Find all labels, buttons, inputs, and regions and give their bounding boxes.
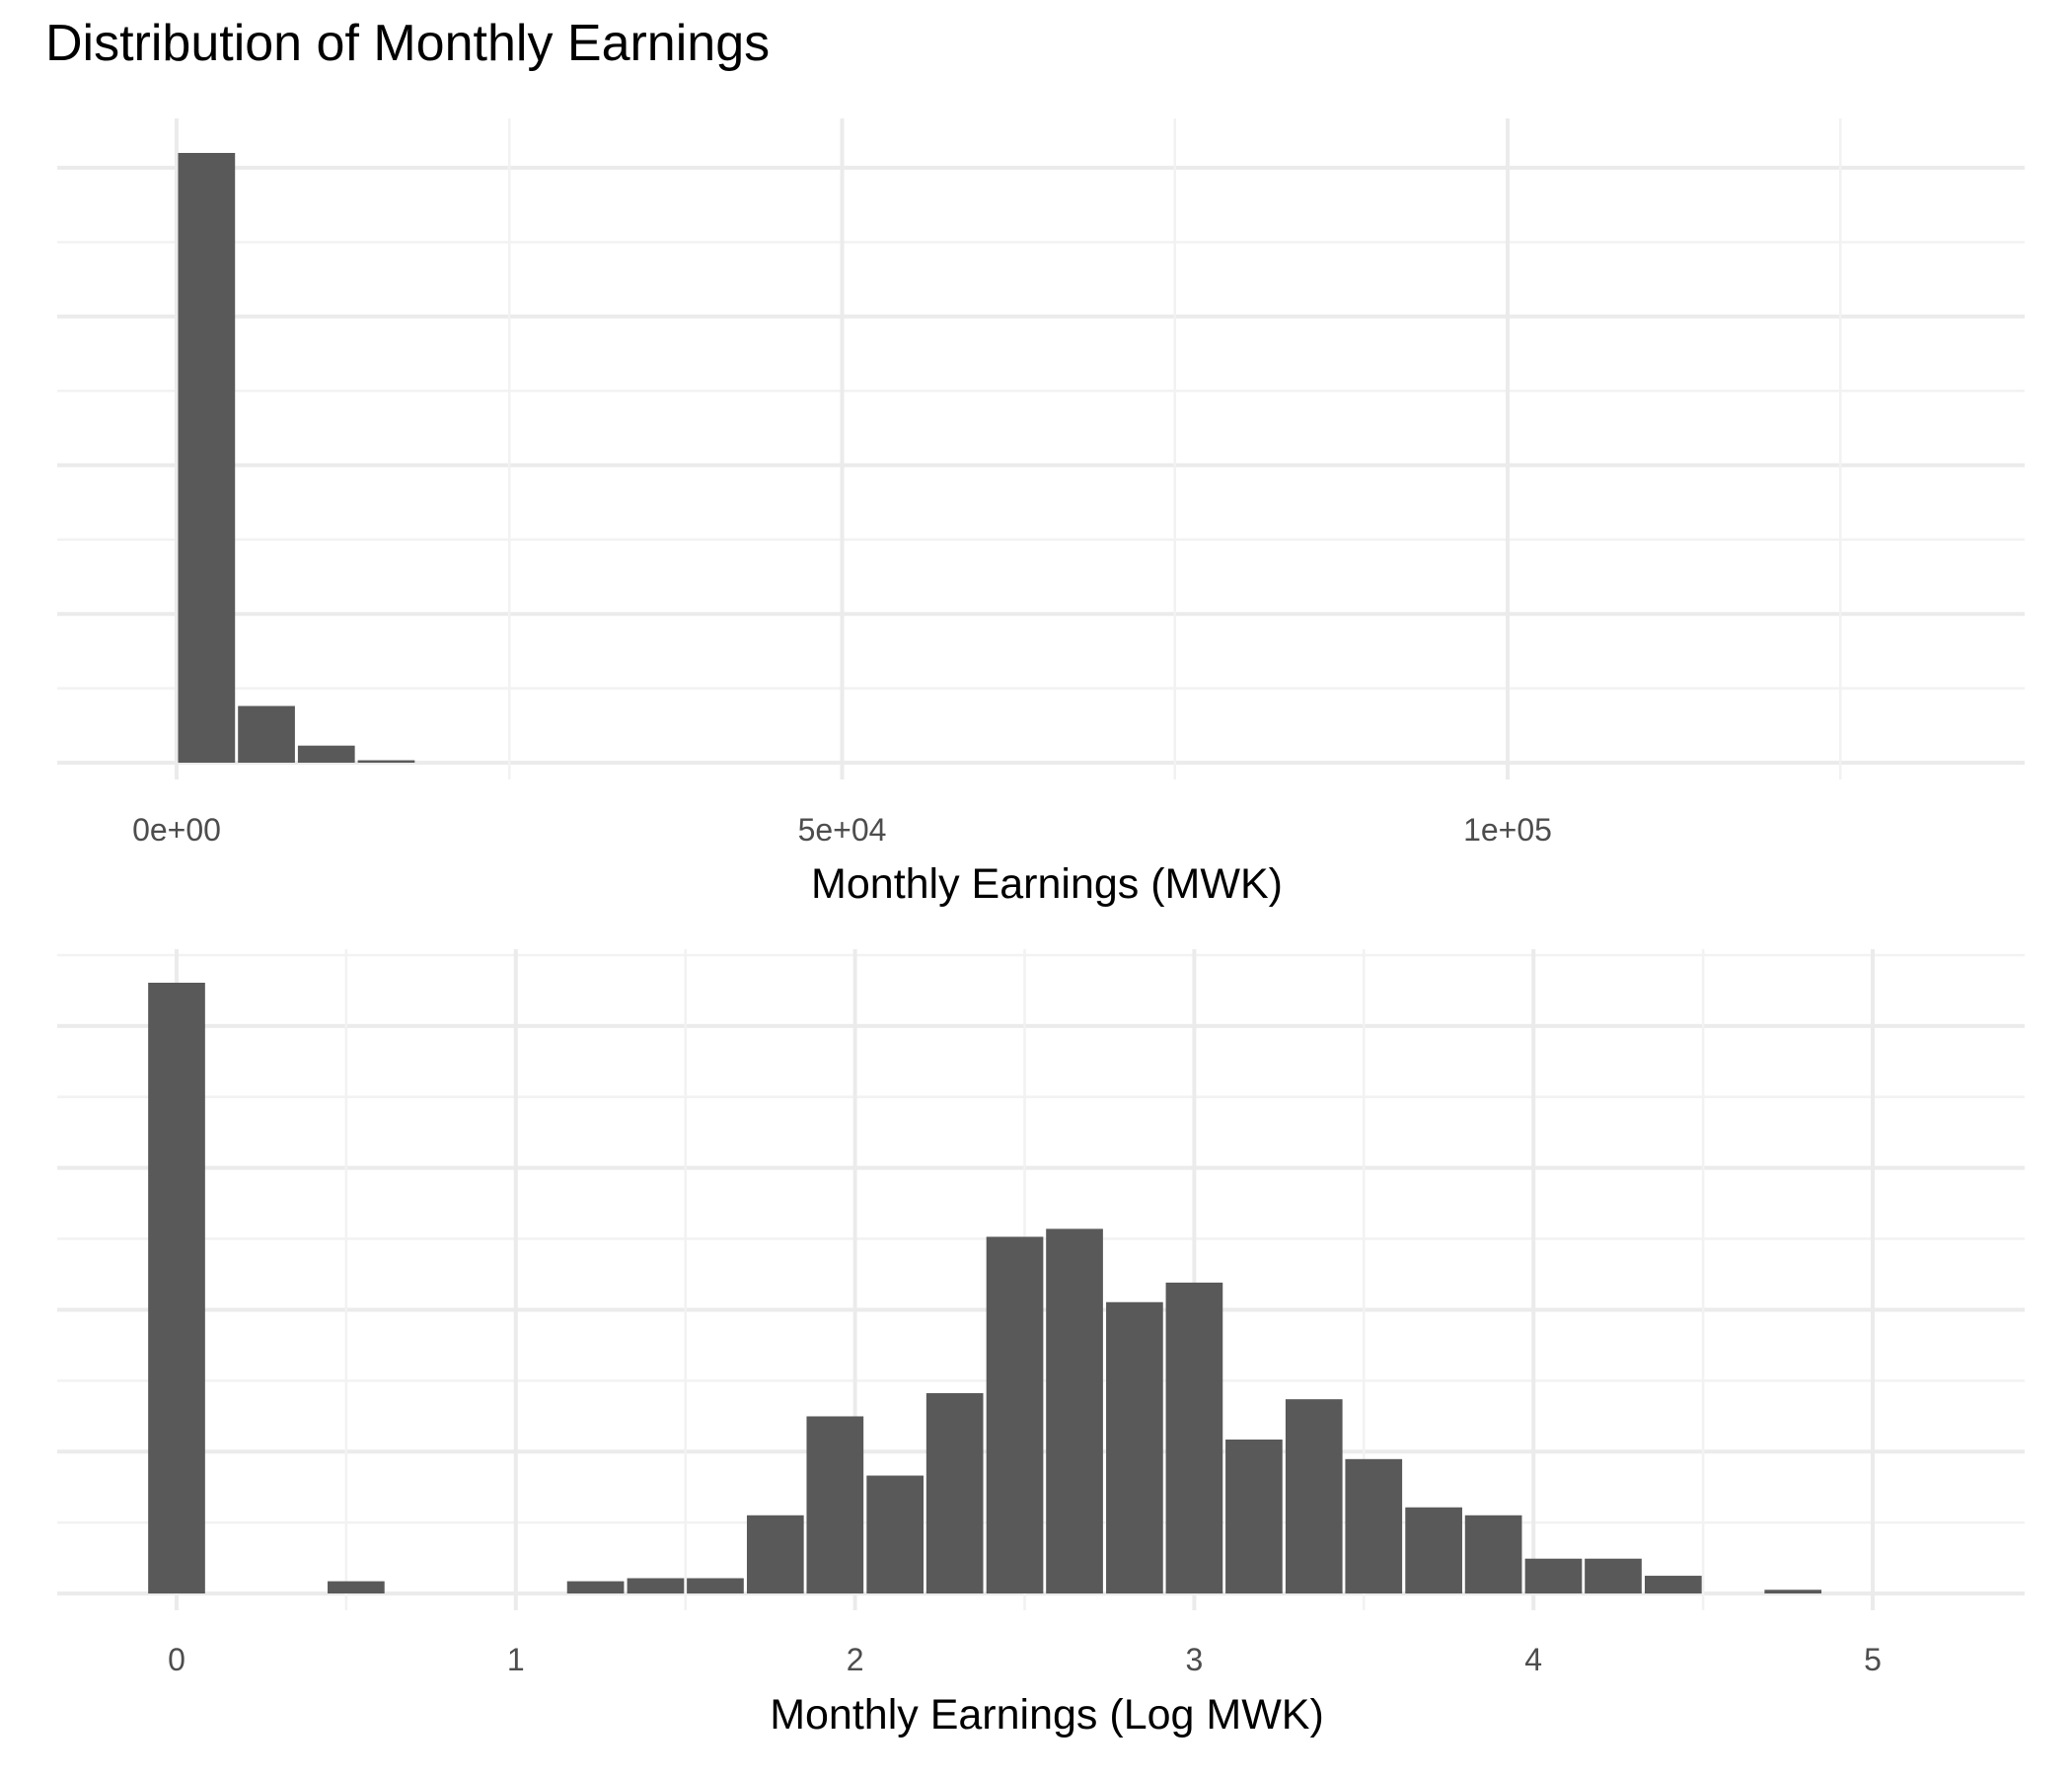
log-earnings-x-tick-label: 2	[847, 1642, 864, 1677]
log-earnings-bar	[1405, 1507, 1462, 1593]
log-earnings-bar	[1046, 1228, 1103, 1593]
log-earnings-x-tick-label: 5	[1864, 1642, 1882, 1677]
raw-earnings-x-ticks: 0e+00 5e+04 1e+05	[132, 812, 1552, 848]
log-earnings-x-axis-title: Monthly Earnings (Log MWK)	[770, 1691, 1324, 1739]
raw-earnings-bar	[297, 745, 355, 763]
log-earnings-bar	[1764, 1590, 1822, 1593]
log-earnings-bar	[328, 1581, 385, 1593]
raw-earnings-histogram: 0e+00 5e+04 1e+05 Monthly Earnings (MWK)	[57, 118, 2025, 908]
raw-earnings-bar	[357, 760, 415, 763]
raw-earnings-bar	[178, 153, 236, 763]
chart-title: Distribution of Monthly Earnings	[45, 15, 770, 72]
log-earnings-bar	[1585, 1558, 1642, 1593]
log-earnings-x-tick-label: 0	[168, 1642, 185, 1677]
raw-earnings-x-tick-label: 1e+05	[1463, 812, 1552, 848]
log-earnings-bar	[627, 1578, 685, 1593]
raw-earnings-bars	[178, 153, 415, 763]
log-earnings-bar	[1645, 1576, 1702, 1593]
log-earnings-bar	[1345, 1458, 1403, 1593]
log-earnings-bar	[1285, 1399, 1343, 1593]
raw-earnings-x-axis-title: Monthly Earnings (MWK)	[811, 860, 1283, 908]
log-earnings-bar	[148, 983, 205, 1593]
raw-earnings-bar	[238, 705, 295, 763]
log-earnings-bar	[746, 1515, 804, 1593]
log-earnings-bar	[986, 1236, 1044, 1593]
raw-earnings-grid	[57, 118, 2025, 779]
log-earnings-bar	[1165, 1282, 1223, 1593]
log-earnings-x-tick-label: 1	[507, 1642, 525, 1677]
log-earnings-bar	[1524, 1558, 1583, 1593]
log-earnings-bar	[866, 1475, 925, 1593]
log-earnings-bar	[925, 1392, 984, 1593]
log-earnings-histogram: 0 1 2 3 4 5 Monthly Earnings (Log MWK)	[57, 949, 2025, 1739]
log-earnings-bar	[1225, 1440, 1283, 1593]
log-earnings-bar	[566, 1581, 625, 1593]
log-earnings-bars	[148, 983, 1822, 1593]
log-earnings-bar	[1464, 1515, 1522, 1593]
log-earnings-bar	[806, 1416, 864, 1593]
log-earnings-bar	[687, 1578, 744, 1593]
log-earnings-bar	[1106, 1301, 1163, 1593]
raw-earnings-x-tick-label: 5e+04	[798, 812, 887, 848]
log-earnings-x-tick-label: 3	[1186, 1642, 1204, 1677]
raw-earnings-x-tick-label: 0e+00	[132, 812, 221, 848]
log-earnings-x-ticks: 0 1 2 3 4 5	[168, 1642, 1882, 1677]
log-earnings-x-tick-label: 4	[1524, 1642, 1542, 1677]
